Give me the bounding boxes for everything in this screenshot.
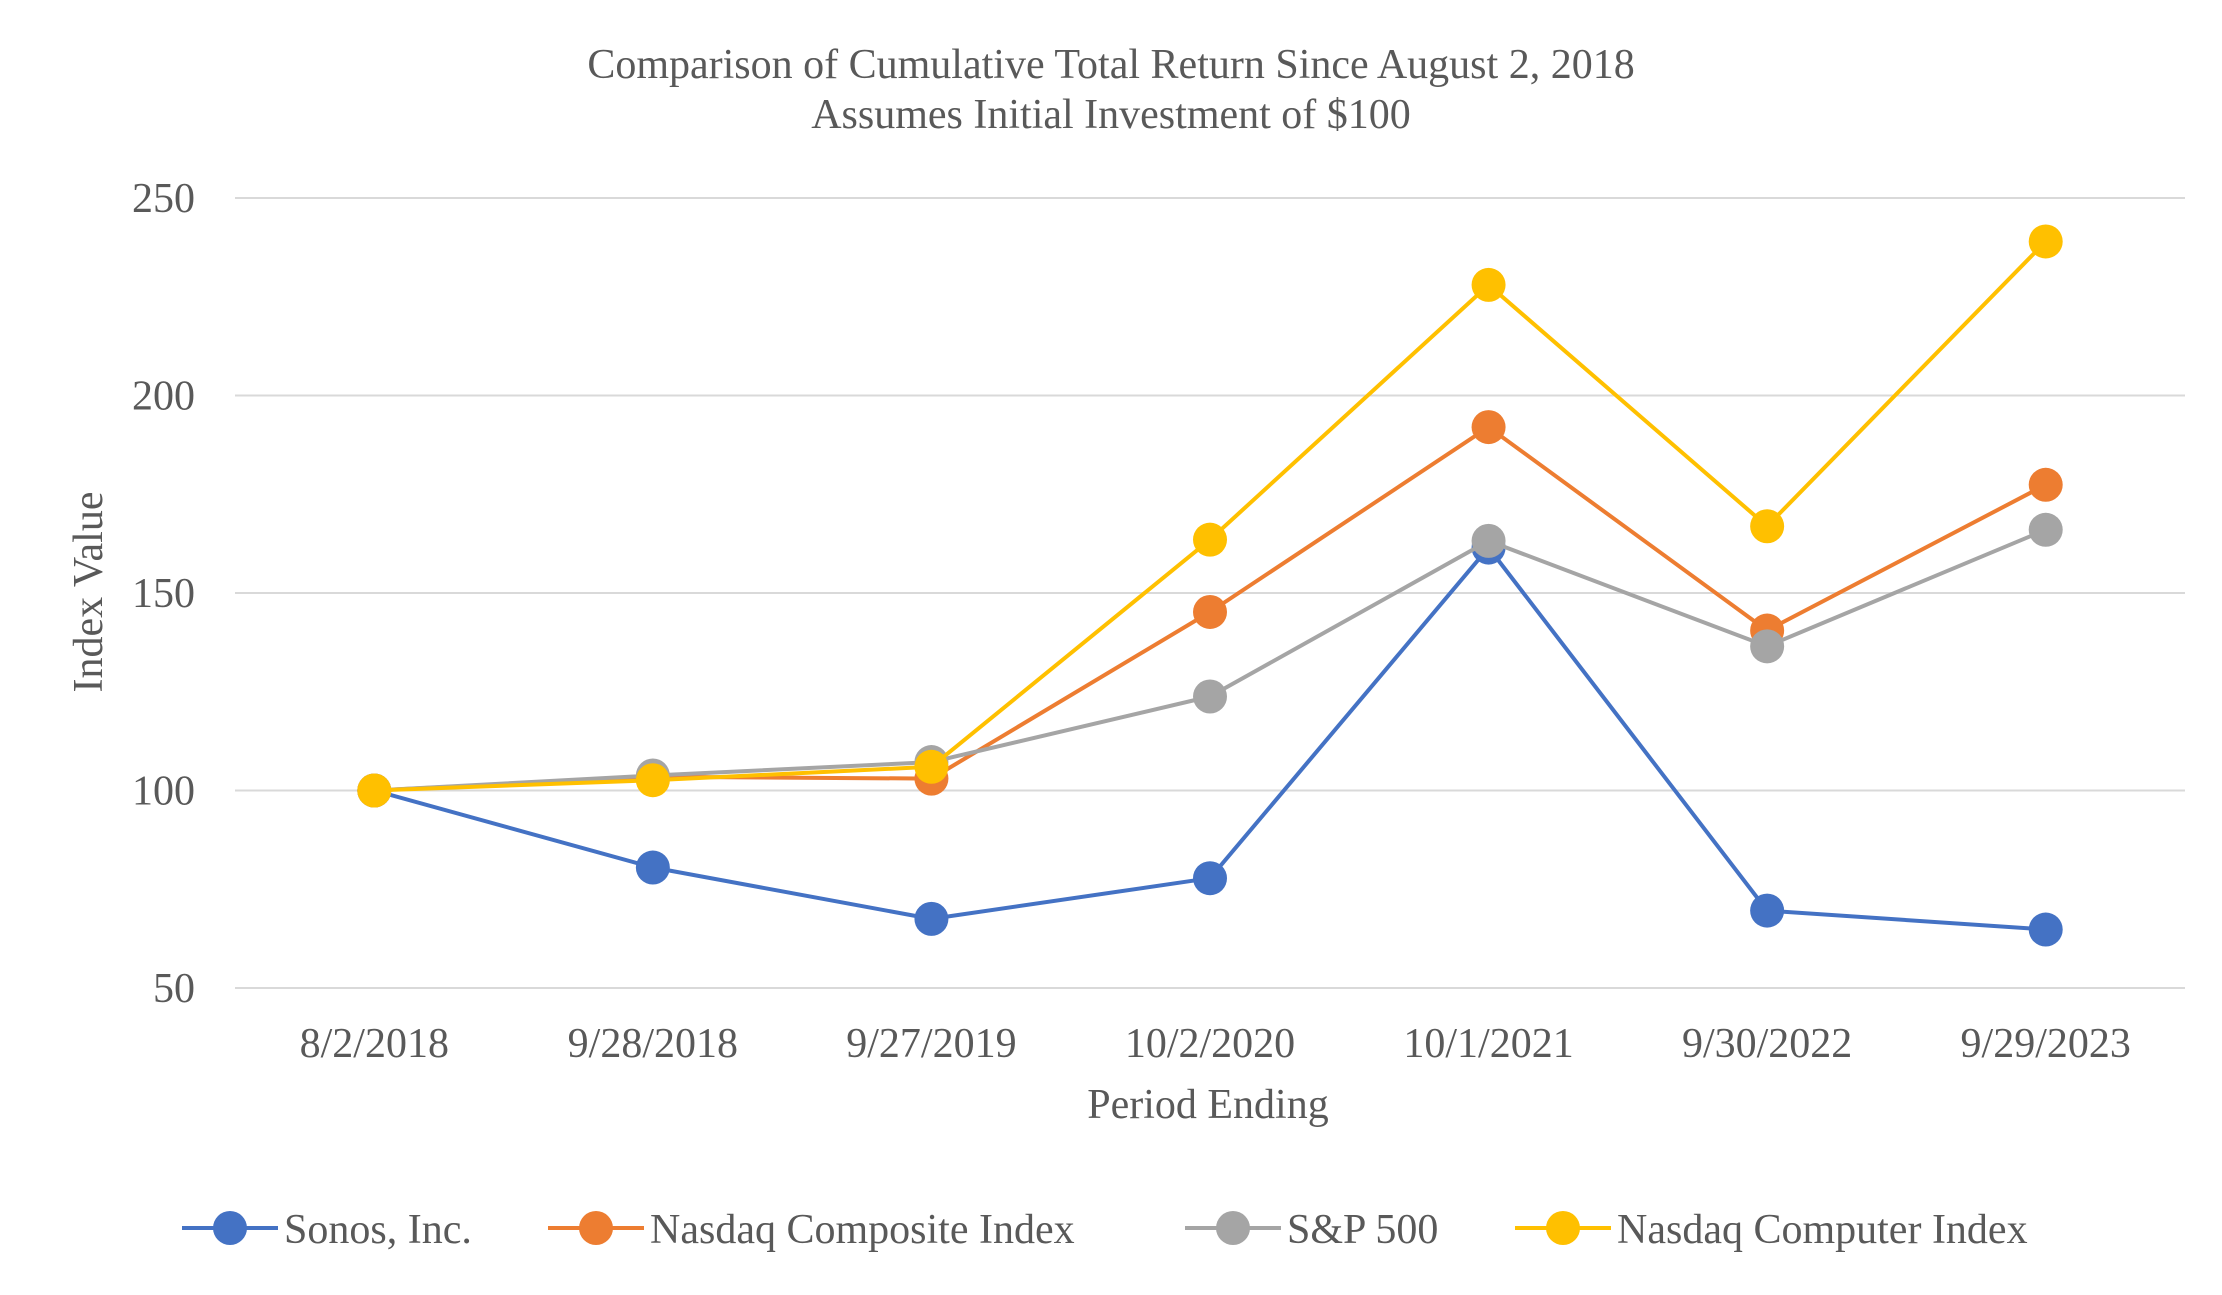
data-point xyxy=(2028,512,2063,547)
x-tick-label: 9/30/2022 xyxy=(1682,1021,1852,1067)
x-tick-label: 9/29/2023 xyxy=(1961,1021,2131,1067)
legend: Sonos, Inc. Nasdaq Composite Index S&P 500… xyxy=(182,1207,2028,1253)
series-3 xyxy=(357,512,2063,808)
data-point xyxy=(357,773,392,808)
y-axis-title: Index Value xyxy=(66,492,112,693)
data-point xyxy=(2028,912,2063,947)
x-tick-label: 9/28/2018 xyxy=(568,1021,738,1067)
legend-item: Nasdaq Composite Index xyxy=(548,1207,1075,1253)
data-point xyxy=(914,901,949,936)
chart-subtitle: Assumes Initial Investment of $100 xyxy=(811,92,1411,138)
x-tick-label: 10/1/2021 xyxy=(1403,1021,1573,1067)
y-axis-ticks: 50 100 150 200 250 xyxy=(132,176,195,1012)
x-tick-label: 10/2/2020 xyxy=(1125,1021,1295,1067)
gridlines xyxy=(235,197,2185,989)
data-point xyxy=(1193,522,1227,557)
y-tick-label: 100 xyxy=(132,769,195,815)
legend-marker xyxy=(213,1211,247,1245)
data-point xyxy=(1193,861,1227,896)
data-point xyxy=(1750,893,1785,928)
x-axis-ticks: 8/2/2018 9/28/2018 9/27/2019 10/2/2020 10/1/… xyxy=(300,1021,2131,1067)
series-2 xyxy=(357,410,2063,808)
chart-title: Comparison of Cumulative Total Return Si… xyxy=(587,42,1634,88)
data-point xyxy=(1471,410,1506,445)
legend-item: Nasdaq Computer Index xyxy=(1515,1207,2028,1253)
legend-marker xyxy=(1546,1211,1580,1245)
data-point xyxy=(1750,509,1785,544)
legend-item: S&P 500 xyxy=(1185,1207,1438,1253)
data-point xyxy=(2028,224,2063,259)
series-line xyxy=(374,527,2047,793)
data-point xyxy=(2028,467,2063,502)
legend-marker xyxy=(1216,1211,1250,1245)
legend-label: Nasdaq Computer Index xyxy=(1617,1207,2028,1253)
y-tick-label: 50 xyxy=(153,966,195,1012)
data-point xyxy=(914,749,949,784)
data-point xyxy=(1193,679,1227,714)
series-4 xyxy=(357,224,2063,808)
legend-item: Sonos, Inc. xyxy=(182,1207,472,1253)
data-point xyxy=(635,850,670,885)
y-tick-label: 150 xyxy=(132,571,195,617)
legend-marker xyxy=(579,1211,613,1245)
x-tick-label: 8/2/2018 xyxy=(300,1021,449,1067)
data-point xyxy=(1471,523,1506,558)
legend-label: Sonos, Inc. xyxy=(284,1207,472,1253)
x-tick-label: 9/27/2019 xyxy=(846,1021,1016,1067)
series-lines xyxy=(357,224,2063,947)
data-point xyxy=(1471,267,1506,302)
data-point xyxy=(1750,629,1785,664)
y-tick-label: 250 xyxy=(132,176,195,222)
data-point xyxy=(1193,594,1227,629)
legend-label: S&P 500 xyxy=(1287,1207,1438,1253)
y-tick-label: 200 xyxy=(132,374,195,420)
legend-label: Nasdaq Composite Index xyxy=(650,1207,1075,1253)
data-point xyxy=(635,763,670,798)
x-axis-title: Period Ending xyxy=(1087,1082,1328,1128)
